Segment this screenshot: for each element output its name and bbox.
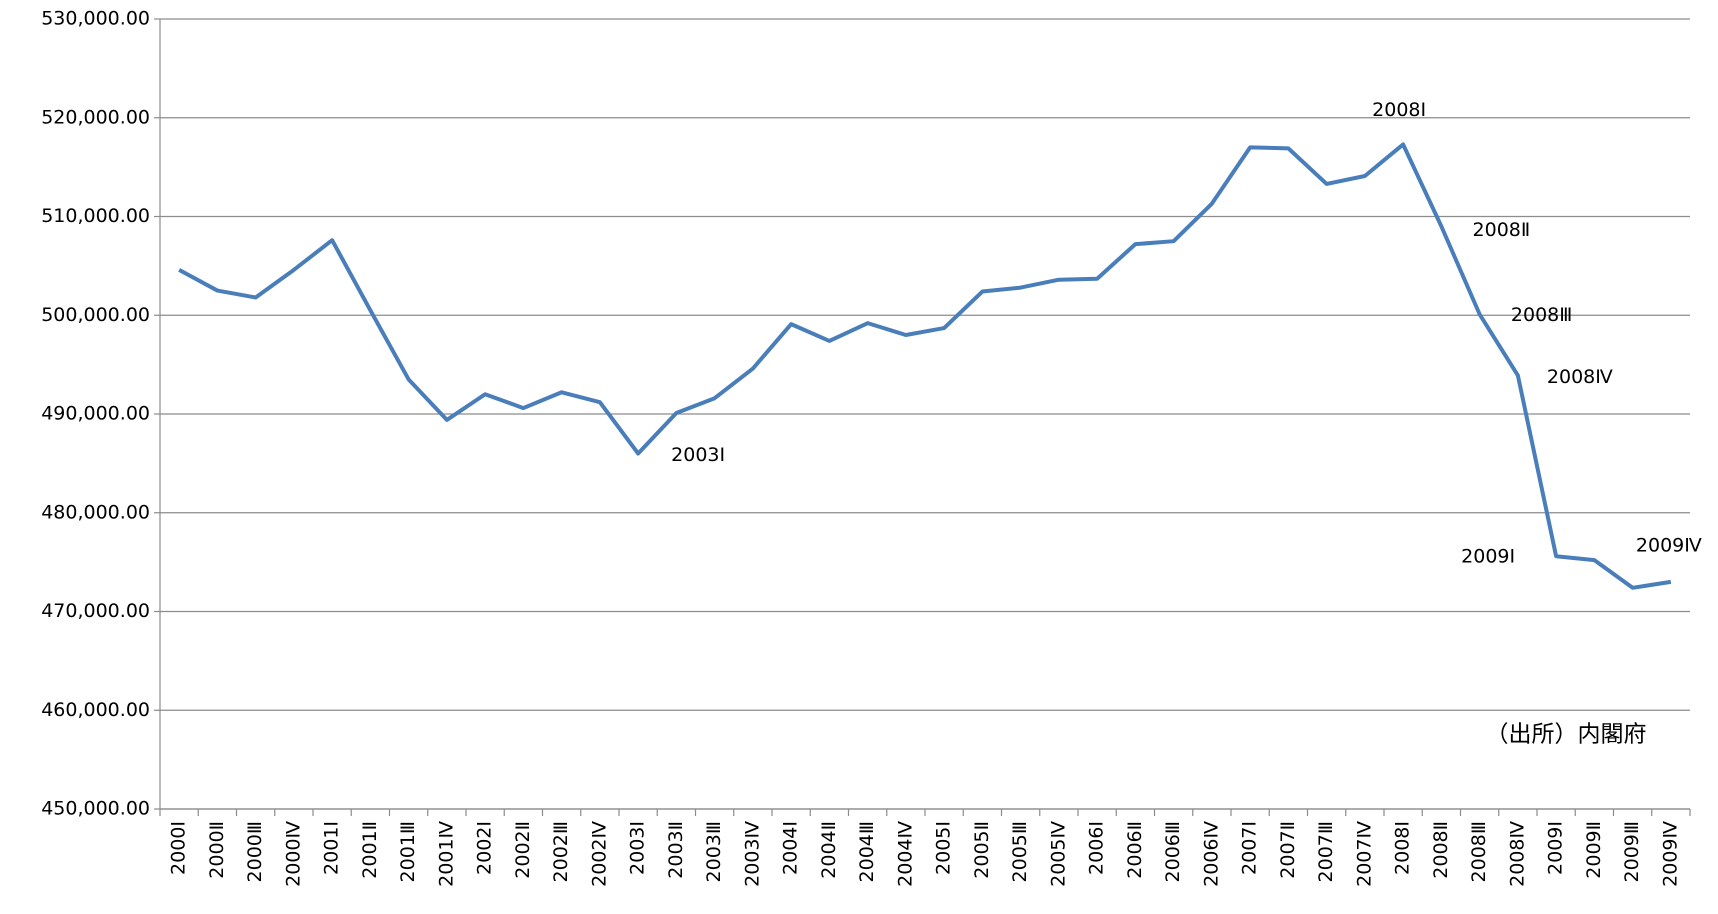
x-tick-label: 2007Ⅳ bbox=[1353, 821, 1375, 887]
x-tick-label: 2006Ⅰ bbox=[1086, 821, 1108, 875]
x-tick-label: 2003Ⅱ bbox=[665, 821, 687, 879]
x-tick-label: 2004Ⅳ bbox=[894, 821, 916, 887]
x-tick-label: 2009Ⅲ bbox=[1621, 821, 1643, 882]
annotation: 2008Ⅱ bbox=[1473, 219, 1531, 241]
y-tick-label: 490,000.00 bbox=[41, 403, 150, 425]
annotation: 2009Ⅰ bbox=[1461, 546, 1515, 568]
annotation: 2003Ⅰ bbox=[671, 444, 725, 466]
annotation: 2008Ⅰ bbox=[1372, 99, 1426, 121]
x-tick-label: 2002Ⅱ bbox=[512, 821, 534, 879]
x-tick-label: 2001Ⅳ bbox=[435, 821, 457, 887]
x-tick-label: 2006Ⅱ bbox=[1124, 821, 1146, 879]
x-tick-label: 2003Ⅲ bbox=[703, 821, 725, 882]
x-tick-label: 2006Ⅲ bbox=[1162, 821, 1184, 882]
x-tick-label: 2001Ⅰ bbox=[321, 821, 343, 875]
x-tick-label: 2002Ⅳ bbox=[588, 821, 610, 887]
y-tick-label: 470,000.00 bbox=[41, 600, 150, 622]
x-tick-label: 2008Ⅱ bbox=[1430, 821, 1452, 879]
x-tick-label: 2009Ⅳ bbox=[1659, 821, 1681, 887]
x-tick-label: 2004Ⅰ bbox=[780, 821, 802, 875]
x-tick-label: 2006Ⅳ bbox=[1200, 821, 1222, 887]
x-tick-label: 2000Ⅳ bbox=[282, 821, 304, 887]
x-tick-label: 2004Ⅲ bbox=[856, 821, 878, 882]
x-tick-label: 2001Ⅲ bbox=[397, 821, 419, 882]
annotation: 2008Ⅲ bbox=[1511, 304, 1572, 326]
x-tick-label: 2003Ⅳ bbox=[741, 821, 763, 887]
x-tick-label: 2005Ⅲ bbox=[1009, 821, 1031, 882]
x-tick-label: 2007Ⅲ bbox=[1315, 821, 1337, 882]
y-tick-label: 460,000.00 bbox=[41, 699, 150, 721]
x-tick-label: 2002Ⅲ bbox=[550, 821, 572, 882]
x-tick-label: 2005Ⅱ bbox=[971, 821, 993, 879]
y-tick-label: 480,000.00 bbox=[41, 501, 150, 523]
x-tick-label: 2002Ⅰ bbox=[474, 821, 496, 875]
x-tick-label: 2000Ⅲ bbox=[244, 821, 266, 882]
x-tick-label: 2009Ⅰ bbox=[1545, 821, 1567, 875]
x-tick-label: 2005Ⅳ bbox=[1047, 821, 1069, 887]
y-tick-label: 530,000.00 bbox=[41, 8, 150, 30]
x-tick-label: 2005Ⅰ bbox=[933, 821, 955, 875]
y-tick-label: 450,000.00 bbox=[41, 798, 150, 820]
x-tick-label: 2007Ⅱ bbox=[1277, 821, 1299, 879]
annotation: 2008Ⅳ bbox=[1547, 366, 1613, 388]
x-tick-label: 2007Ⅰ bbox=[1239, 821, 1261, 875]
y-tick-label: 500,000.00 bbox=[41, 304, 150, 326]
x-tick-label: 2008Ⅲ bbox=[1468, 821, 1490, 882]
x-tick-label: 2004Ⅱ bbox=[818, 821, 840, 879]
x-tick-label: 2008Ⅳ bbox=[1506, 821, 1528, 887]
x-tick-label: 2003Ⅰ bbox=[627, 821, 649, 875]
y-tick-label: 520,000.00 bbox=[41, 106, 150, 128]
x-tick-label: 2000Ⅱ bbox=[206, 821, 228, 879]
y-tick-label: 510,000.00 bbox=[41, 205, 150, 227]
x-tick-label: 2000Ⅰ bbox=[168, 821, 190, 875]
x-tick-label: 2001Ⅱ bbox=[359, 821, 381, 879]
data-line bbox=[178, 142, 1672, 590]
annotation: 2009Ⅳ bbox=[1636, 534, 1702, 556]
source-note: （出所）内閣府 bbox=[1486, 722, 1647, 748]
x-tick-label: 2008Ⅰ bbox=[1392, 821, 1414, 875]
x-tick-label: 2009Ⅱ bbox=[1583, 821, 1605, 879]
